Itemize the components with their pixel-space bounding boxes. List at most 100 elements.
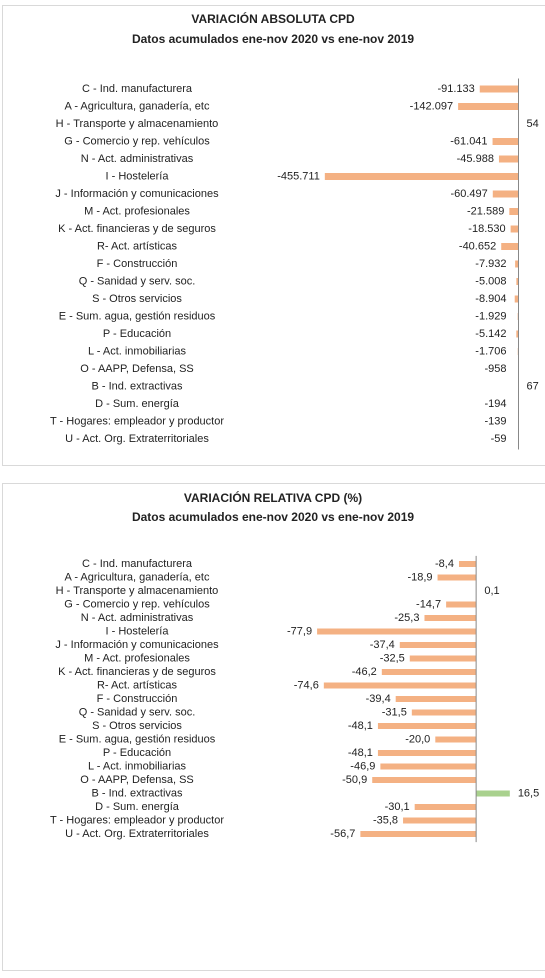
value-label: 16,5 (518, 787, 539, 799)
value-label: -194 (484, 398, 506, 410)
value-label: 0,1 (484, 585, 499, 597)
bar (412, 710, 476, 716)
value-label: -74,6 (294, 679, 319, 691)
bar (325, 173, 519, 180)
category-label: S - Otros servicios (92, 720, 182, 732)
value-label: -31,5 (382, 706, 407, 718)
value-label: -958 (484, 363, 506, 375)
value-label: -46,2 (352, 666, 377, 678)
bar (317, 629, 476, 635)
category-label: F - Construcción (97, 693, 178, 705)
category-label: K - Act. financieras y de seguros (58, 666, 216, 678)
value-label: -61.041 (450, 135, 487, 147)
chart-title: VARIACIÓN RELATIVA CPD (%) (184, 490, 362, 505)
value-label: -50,9 (342, 774, 367, 786)
bar (360, 831, 476, 837)
value-label: -35,8 (373, 814, 398, 826)
value-label: -77,9 (287, 625, 312, 637)
value-label: -8,4 (435, 558, 454, 570)
category-label: P - Educación (103, 328, 171, 340)
value-label: -45.988 (457, 153, 494, 165)
value-label: -455.711 (277, 170, 320, 182)
category-label: T - Hogares: empleador y productor (50, 415, 224, 427)
value-label: -21.589 (467, 205, 504, 217)
value-label: -18,9 (407, 571, 432, 583)
chart-subtitle: Datos acumulados ene-nov 2020 vs ene-nov… (132, 32, 414, 46)
bar (400, 642, 476, 648)
category-label: O - AAPP, Defensa, SS (80, 774, 194, 786)
category-label: A - Agricultura, ganadería, etc (65, 100, 210, 112)
value-label: -37,4 (370, 639, 395, 651)
value-label: -48,1 (348, 720, 373, 732)
value-label: -60.497 (450, 188, 487, 200)
bar (493, 138, 519, 145)
category-label: F - Construcción (97, 258, 178, 270)
category-label: S - Otros servicios (92, 293, 182, 305)
value-label: -18.530 (468, 223, 505, 235)
category-label: Q - Sanidad y serv. soc. (79, 706, 196, 718)
category-label: I - Hostelería (106, 625, 170, 637)
category-label: O - AAPP, Defensa, SS (80, 363, 194, 375)
bar (459, 561, 476, 567)
bar (424, 615, 476, 621)
category-label: R- Act. artísticas (97, 240, 178, 252)
category-label: J - Información y comunicaciones (55, 188, 219, 200)
category-label: J - Información y comunicaciones (55, 639, 219, 651)
category-label: M - Act. profesionales (84, 652, 190, 664)
category-label: R- Act. artísticas (97, 679, 178, 691)
bar (438, 575, 477, 581)
value-label: -40.652 (459, 240, 496, 252)
bar (396, 696, 476, 702)
value-label: -39,4 (366, 693, 391, 705)
value-label: -48,1 (348, 747, 373, 759)
value-label: 54 (527, 118, 539, 130)
value-label: 67 (527, 380, 539, 392)
category-label: P - Educación (103, 747, 171, 759)
bar (378, 750, 476, 756)
value-label: -1.706 (475, 345, 506, 357)
bar (415, 804, 476, 810)
category-label: E - Sum. agua, gestión residuos (59, 310, 216, 322)
bar (378, 723, 476, 729)
bar (458, 103, 518, 110)
bar (480, 86, 519, 93)
category-label: M - Act. profesionales (84, 205, 190, 217)
bar (372, 777, 476, 783)
value-label: -139 (484, 415, 506, 427)
bar (380, 764, 476, 770)
bar (493, 191, 519, 198)
value-label: -5.008 (475, 275, 506, 287)
category-label: N - Act. administrativas (81, 153, 194, 165)
value-label: -14,7 (416, 598, 441, 610)
category-label: L - Act. inmobiliarias (88, 345, 187, 357)
chart-subtitle: Datos acumulados ene-nov 2020 vs ene-nov… (132, 510, 414, 524)
value-label: -59 (491, 433, 507, 445)
bar (515, 261, 518, 268)
chart-title: VARIACIÓN ABSOLUTA CPD (191, 11, 355, 26)
category-label: H - Transporte y almacenamiento (56, 118, 219, 130)
category-label: Q - Sanidad y serv. soc. (79, 275, 196, 287)
category-label: G - Comercio y rep. vehículos (64, 598, 210, 610)
bar (446, 602, 476, 608)
category-label: C - Ind. manufacturera (82, 83, 193, 95)
category-label: B - Ind. extractivas (91, 787, 183, 799)
category-label: L - Act. inmobiliarias (88, 760, 187, 772)
category-label: E - Sum. agua, gestión residuos (59, 733, 216, 745)
value-label: -56,7 (330, 828, 355, 840)
category-label: N - Act. administrativas (81, 612, 194, 624)
bar (476, 791, 510, 797)
value-label: -20,0 (405, 733, 430, 745)
category-label: I - Hostelería (106, 170, 170, 182)
category-label: D - Sum. energía (95, 801, 180, 813)
value-label: -25,3 (394, 612, 419, 624)
bar (509, 208, 518, 215)
bar (403, 818, 476, 824)
bar (511, 226, 519, 233)
category-label: C - Ind. manufacturera (82, 558, 193, 570)
category-label: A - Agricultura, ganadería, etc (65, 571, 210, 583)
bar (435, 737, 476, 743)
bar (515, 296, 519, 303)
value-label: -142.097 (410, 100, 453, 112)
